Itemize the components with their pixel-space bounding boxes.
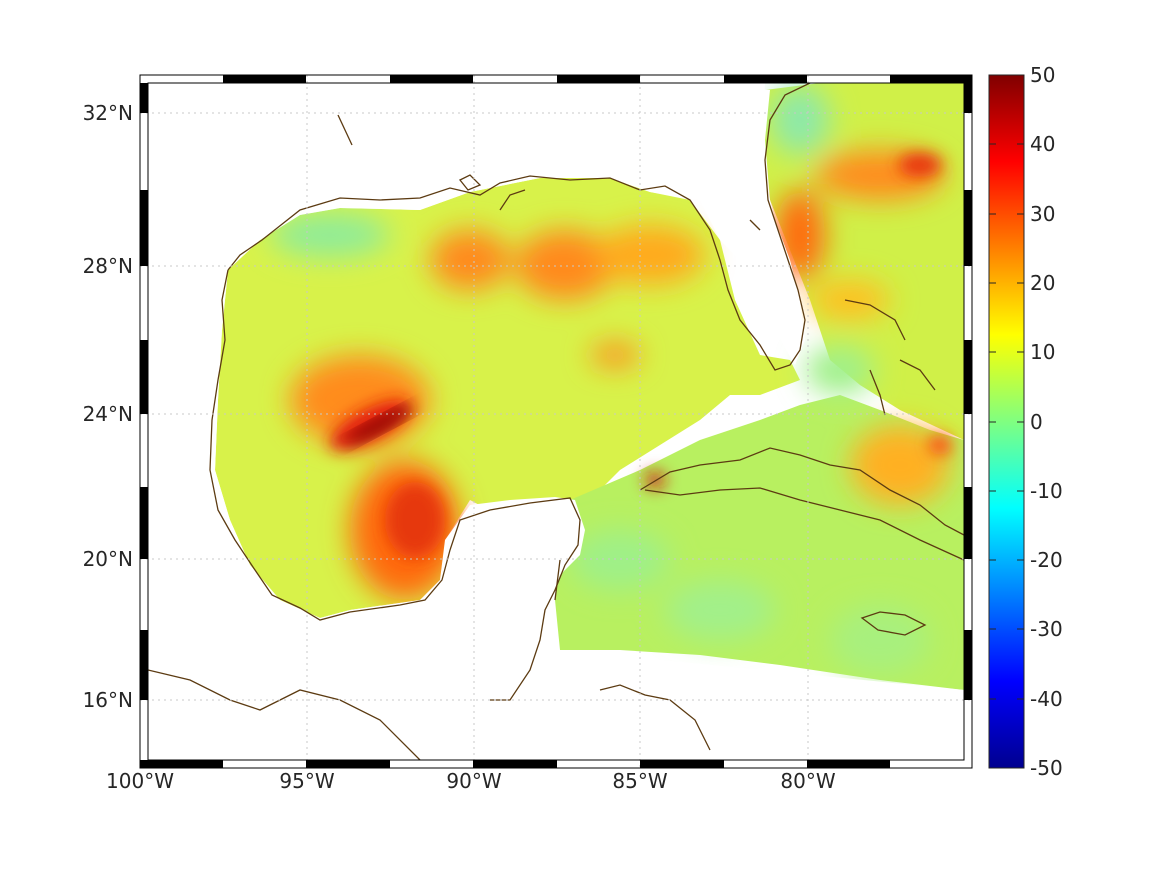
central-america-land — [148, 650, 964, 760]
lon-label: 95°W — [279, 769, 334, 793]
lat-label: 20°N — [83, 547, 133, 571]
lat-label: 16°N — [83, 688, 133, 712]
colorbar-tick-label: -20 — [1030, 548, 1063, 572]
longitude-labels: 100°W 95°W 90°W 85°W 80°W — [106, 769, 836, 793]
data-field — [148, 83, 964, 760]
colorbar-tick-label: 20 — [1030, 271, 1055, 295]
colorbar-tick-label: 0 — [1030, 410, 1043, 434]
mexico-land — [148, 270, 555, 760]
latitude-labels: 32°N 28°N 24°N 20°N 16°N — [83, 101, 133, 712]
us-gulf-coast-land — [148, 83, 765, 270]
colorbar-tick-label: 10 — [1030, 340, 1055, 364]
colorbar-tick-label: 40 — [1030, 132, 1055, 156]
colorbar-tick-label: -40 — [1030, 687, 1063, 711]
lat-label: 24°N — [83, 402, 133, 426]
lon-label: 90°W — [446, 769, 501, 793]
map-frame — [139, 74, 973, 769]
coastlines — [148, 83, 964, 760]
colorbar-ticks — [989, 74, 1024, 700]
lat-label: 28°N — [83, 254, 133, 278]
colorbar-tick-label: -30 — [1030, 617, 1063, 641]
colorbar-tick-label: 30 — [1030, 202, 1055, 226]
lon-label: 100°W — [106, 769, 174, 793]
graticule-grid — [140, 75, 972, 768]
lon-label: 80°W — [780, 769, 835, 793]
colorbar-tick-label: -50 — [1030, 756, 1063, 780]
colorbar-tick-label: -10 — [1030, 479, 1063, 503]
lon-label: 85°W — [612, 769, 667, 793]
colorbar-tick-label: 50 — [1030, 63, 1055, 87]
yucatan-land — [420, 497, 585, 700]
lat-label: 32°N — [83, 101, 133, 125]
colorbar: 50 40 30 20 10 0 -10 -20 -30 -40 -50 — [988, 63, 1063, 780]
